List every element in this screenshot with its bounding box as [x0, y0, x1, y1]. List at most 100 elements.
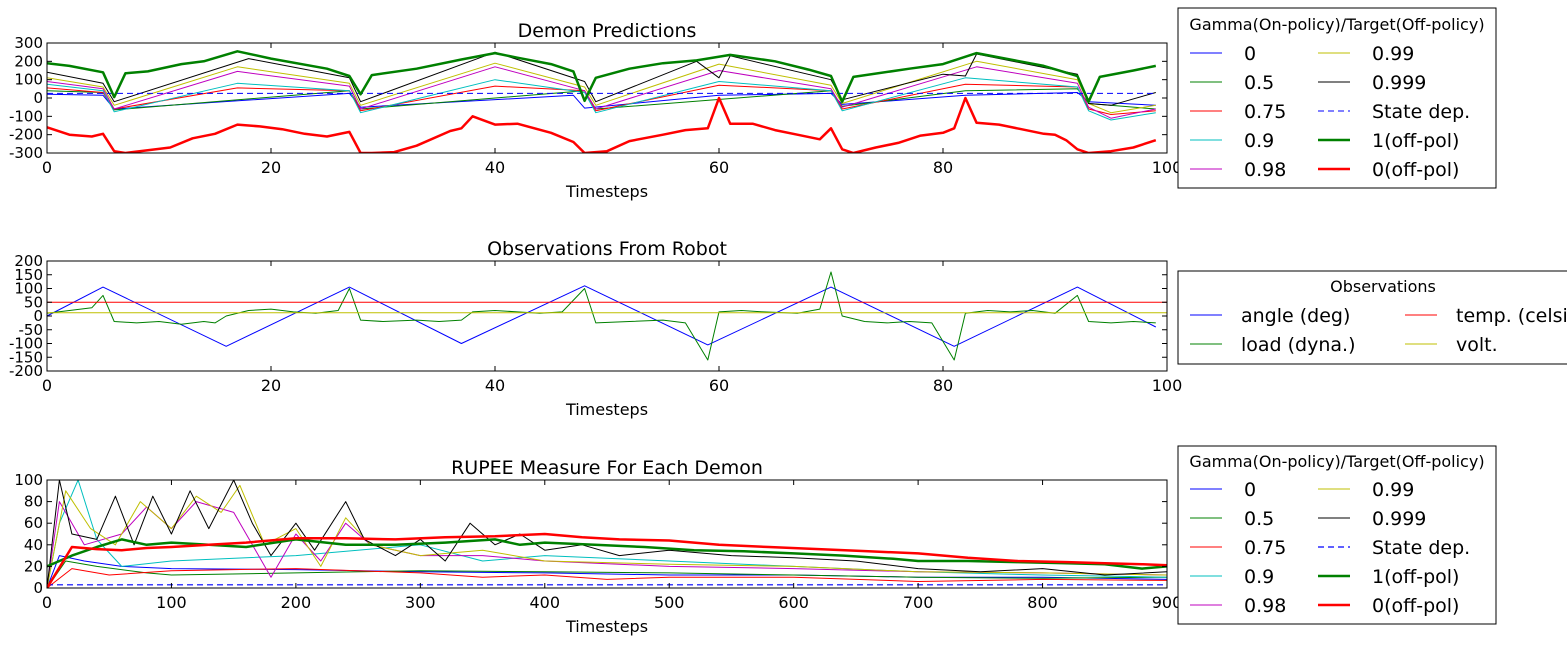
series-line-5	[47, 484, 1167, 588]
series-line-6	[47, 480, 1167, 588]
x-tick-label: 0	[42, 593, 52, 612]
x-tick-label: 900	[1152, 593, 1183, 612]
y-tick-label: 300	[14, 34, 43, 52]
legend-3: Gamma(On-policy)/Target(Off-policy) 0 0.5 0…	[1177, 445, 1497, 625]
legend-label: 0.98	[1244, 595, 1286, 617]
plot-frame	[46, 42, 1168, 154]
legend-label: State dep.	[1372, 537, 1470, 559]
series-line-9	[47, 96, 1157, 153]
legend-box	[1177, 445, 1497, 625]
y-tick-label: 60	[24, 514, 43, 532]
series-line-3	[47, 480, 1167, 588]
y-tick-label: 200	[14, 52, 43, 70]
series-line-4	[47, 66, 1156, 119]
x-tick-label: 80	[933, 376, 953, 395]
legend-label: 0.99	[1372, 479, 1414, 501]
y-tick-label: -50	[19, 321, 44, 339]
series-line-3	[47, 77, 1156, 121]
y-tick-label: 20	[24, 557, 43, 575]
x-tick-label: 600	[778, 593, 809, 612]
series-line-1	[47, 560, 1167, 588]
chart-title: Demon Predictions	[518, 20, 697, 42]
legend-label: 0	[1244, 479, 1256, 501]
x-axis-label: Timesteps	[565, 182, 648, 201]
legend-label: 0.75	[1244, 101, 1286, 123]
legend-title: Gamma(On-policy)/Target(Off-policy)	[1189, 452, 1484, 471]
legend-2: Observations angle (deg) load (dyna.) temp.…	[1177, 270, 1567, 365]
y-tick-label: -300	[9, 144, 43, 162]
legend-label: 0(off-pol)	[1372, 159, 1459, 181]
y-tick-label: 0	[33, 307, 43, 325]
y-tick-label: -200	[9, 362, 43, 380]
series-line-8	[47, 50, 1157, 103]
y-tick-label: 0	[33, 579, 43, 597]
x-tick-label: 40	[485, 376, 505, 395]
series-group	[47, 480, 1167, 588]
x-tick-label: 800	[1027, 593, 1058, 612]
y-tick-label: 80	[24, 493, 43, 511]
y-tick-label: 0	[33, 89, 43, 107]
legend-label: 0.999	[1372, 508, 1426, 530]
x-tick-label: 60	[709, 158, 729, 177]
y-tick-label: 40	[24, 536, 43, 554]
legend-label: 0.9	[1244, 130, 1274, 152]
x-tick-label: 400	[530, 593, 561, 612]
series-line-0	[47, 92, 1156, 110]
legend-label: temp. (celsius)	[1456, 305, 1567, 327]
legend-label: 0.98	[1244, 159, 1286, 181]
x-tick-label: 100	[1152, 376, 1183, 395]
y-tick-label: 100	[14, 71, 43, 89]
x-tick-label: 80	[933, 158, 953, 177]
y-tick-label: -100	[9, 335, 43, 353]
chart-title: RUPEE Measure For Each Demon	[451, 457, 763, 479]
legend-label: 0.5	[1244, 72, 1274, 94]
y-tick-label: -150	[9, 348, 43, 366]
x-tick-label: 300	[405, 593, 436, 612]
x-tick-label: 200	[281, 593, 312, 612]
legend-label: 0.9	[1244, 566, 1274, 588]
legend-label: State dep.	[1372, 101, 1470, 123]
x-tick-label: 500	[654, 593, 685, 612]
legend-1: Gamma(On-policy)/Target(Off-policy) 0 0.5 0…	[1177, 7, 1497, 189]
x-axis-label: Timesteps	[565, 400, 648, 419]
x-tick-label: 700	[903, 593, 934, 612]
y-tick-label: -100	[9, 107, 43, 125]
y-tick-label: -200	[9, 126, 43, 144]
x-tick-label: 100	[156, 593, 187, 612]
x-tick-label: 20	[261, 376, 281, 395]
legend-box	[1177, 270, 1567, 365]
x-tick-label: 0	[42, 376, 52, 395]
legend-box	[1177, 7, 1497, 189]
x-tick-label: 40	[485, 158, 505, 177]
legend-label: angle (deg)	[1241, 305, 1350, 327]
x-tick-label: 0	[42, 158, 52, 177]
y-tick-label: 150	[14, 266, 43, 284]
legend-label: 0(off-pol)	[1372, 595, 1459, 617]
series-line-6	[47, 51, 1156, 106]
x-tick-label: 20	[261, 158, 281, 177]
y-tick-label: 100	[14, 280, 43, 298]
legend-label: 0.99	[1372, 43, 1414, 65]
legend-label: 0.999	[1372, 72, 1426, 94]
series-line-2	[47, 568, 1167, 588]
series-line-0	[47, 285, 1157, 347]
legend-label: 0	[1244, 43, 1256, 65]
x-tick-label: 100	[1152, 158, 1183, 177]
series-line-1	[47, 271, 1156, 361]
legend-title: Observations	[1330, 277, 1436, 296]
chart-title: Observations From Robot	[487, 238, 727, 260]
y-tick-label: 50	[24, 293, 43, 311]
legend-label: volt.	[1456, 334, 1498, 356]
series-line-9	[47, 532, 1167, 588]
legend-label: 1(off-pol)	[1372, 566, 1459, 588]
x-tick-label: 60	[709, 376, 729, 395]
y-tick-label: 200	[14, 252, 43, 270]
y-tick-label: 100	[14, 471, 43, 489]
series-group	[47, 50, 1157, 153]
legend-label: load (dyna.)	[1241, 334, 1356, 356]
x-axis-label: Timesteps	[565, 617, 648, 636]
series-line-4	[47, 501, 1167, 588]
